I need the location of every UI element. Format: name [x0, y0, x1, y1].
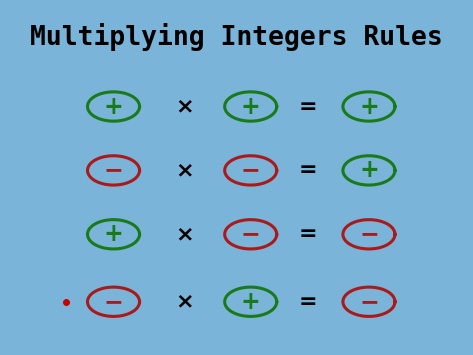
Text: +: + [241, 94, 261, 119]
Text: −: − [359, 222, 379, 246]
Text: =: = [298, 97, 317, 116]
Text: Multiplying Integers Rules: Multiplying Integers Rules [30, 23, 443, 51]
Text: +: + [104, 94, 123, 119]
Text: −: − [241, 222, 261, 246]
Text: −: − [241, 158, 261, 182]
Text: +: + [104, 222, 123, 246]
Text: −: − [104, 290, 123, 314]
Text: =: = [298, 224, 317, 244]
Text: ×: × [175, 224, 194, 244]
Text: ×: × [175, 292, 194, 312]
Text: +: + [241, 290, 261, 314]
Text: =: = [298, 292, 317, 312]
Text: −: − [104, 158, 123, 182]
Text: +: + [359, 94, 379, 119]
Text: −: − [359, 290, 379, 314]
Text: ×: × [175, 97, 194, 116]
Text: =: = [298, 160, 317, 180]
Text: +: + [359, 158, 379, 182]
Text: ×: × [175, 160, 194, 180]
